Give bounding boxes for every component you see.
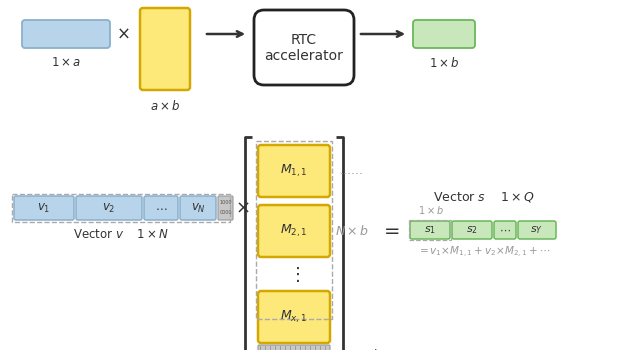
FancyBboxPatch shape bbox=[22, 20, 110, 48]
FancyBboxPatch shape bbox=[452, 221, 492, 239]
Bar bbox=[256, 141, 332, 319]
FancyBboxPatch shape bbox=[413, 20, 475, 48]
FancyBboxPatch shape bbox=[140, 8, 190, 90]
Text: $= v_1{\times}M_{1,1} + v_2{\times}M_{2,1} + \cdots$: $= v_1{\times}M_{1,1} + v_2{\times}M_{2,… bbox=[417, 245, 551, 260]
Text: $M_{2,1}$: $M_{2,1}$ bbox=[280, 223, 308, 239]
Text: Vector $v$    $1 \times N$: Vector $v$ $1 \times N$ bbox=[73, 228, 169, 241]
Text: $1 \times b$: $1 \times b$ bbox=[429, 56, 459, 70]
FancyBboxPatch shape bbox=[180, 196, 216, 220]
Text: $1 \times a$: $1 \times a$ bbox=[51, 56, 81, 69]
Text: $\times$: $\times$ bbox=[235, 199, 249, 217]
Text: $v_2$: $v_2$ bbox=[102, 202, 115, 215]
Text: $s_Y$: $s_Y$ bbox=[530, 224, 544, 236]
Text: $N \times b$: $N \times b$ bbox=[335, 224, 369, 238]
FancyBboxPatch shape bbox=[218, 196, 233, 220]
Text: $\cdots$: $\cdots$ bbox=[155, 202, 167, 215]
Text: $\cdots$: $\cdots$ bbox=[499, 225, 511, 235]
Text: 0000: 0000 bbox=[219, 210, 232, 215]
Text: 1000: 1000 bbox=[219, 199, 232, 204]
Text: $s_2$: $s_2$ bbox=[466, 224, 478, 236]
Text: ......: ...... bbox=[340, 164, 364, 177]
FancyBboxPatch shape bbox=[494, 221, 516, 239]
Text: RTC: RTC bbox=[291, 34, 317, 48]
Bar bbox=[12, 194, 230, 222]
Text: $v_N$: $v_N$ bbox=[191, 202, 205, 215]
FancyBboxPatch shape bbox=[76, 196, 142, 220]
FancyBboxPatch shape bbox=[258, 205, 330, 257]
FancyBboxPatch shape bbox=[258, 291, 330, 343]
FancyBboxPatch shape bbox=[518, 221, 556, 239]
Bar bbox=[409, 220, 451, 240]
Text: $s_1$: $s_1$ bbox=[424, 224, 436, 236]
Text: Matrix $M$: Matrix $M$ bbox=[345, 348, 401, 350]
Text: $\vdots$: $\vdots$ bbox=[288, 266, 300, 285]
FancyBboxPatch shape bbox=[144, 196, 178, 220]
Text: $1 \times b$: $1 \times b$ bbox=[418, 204, 444, 216]
FancyBboxPatch shape bbox=[258, 345, 330, 350]
Text: $\times$: $\times$ bbox=[116, 25, 130, 43]
Text: accelerator: accelerator bbox=[265, 49, 343, 63]
FancyBboxPatch shape bbox=[258, 145, 330, 197]
Text: $M_{1,1}$: $M_{1,1}$ bbox=[280, 163, 308, 179]
Text: $M_{x,1}$: $M_{x,1}$ bbox=[281, 309, 308, 325]
FancyBboxPatch shape bbox=[254, 10, 354, 85]
FancyBboxPatch shape bbox=[14, 196, 74, 220]
Text: $a \times b$: $a \times b$ bbox=[150, 99, 181, 113]
Text: Vector $s$    $1 \times Q$: Vector $s$ $1 \times Q$ bbox=[433, 190, 535, 204]
FancyBboxPatch shape bbox=[410, 221, 450, 239]
Text: =: = bbox=[383, 222, 400, 240]
Text: $v_1$: $v_1$ bbox=[37, 202, 50, 215]
